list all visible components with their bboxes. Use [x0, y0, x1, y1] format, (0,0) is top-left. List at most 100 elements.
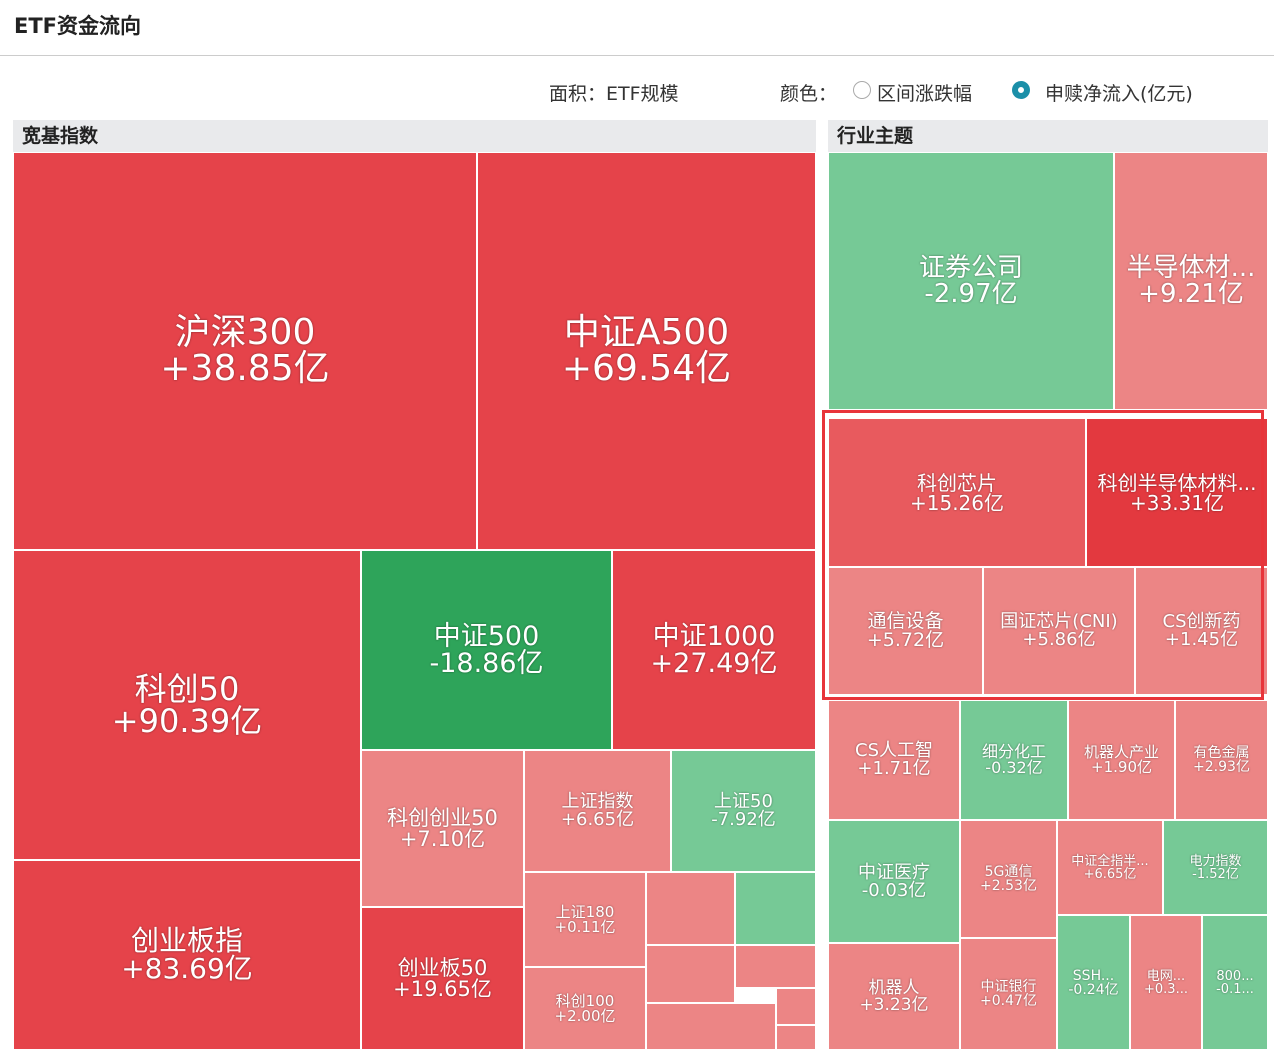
tile[interactable]: 国证芯片(CNI) +5.86亿	[983, 567, 1135, 695]
tile[interactable]	[646, 945, 735, 1003]
tile[interactable]	[646, 872, 735, 945]
tile-flow: +6.65亿	[1083, 866, 1137, 882]
tile-name: 5G通信	[984, 864, 1033, 880]
tile-flow: -0.1...	[1216, 981, 1254, 997]
tile-flow: +83.69亿	[121, 952, 253, 985]
tile-name: 中证银行	[980, 979, 1037, 995]
tile-flow: -7.92亿	[711, 809, 776, 830]
tile[interactable]: 中证500 -18.86亿	[361, 550, 612, 750]
tile[interactable]: 中证A500 +69.54亿	[477, 152, 816, 550]
tile-name: 通信设备	[867, 610, 944, 632]
tile[interactable]: SSH... -0.24亿	[1057, 915, 1130, 1050]
tile[interactable]: 细分化工 -0.32亿	[960, 700, 1068, 820]
tile-flow: +38.85亿	[160, 348, 330, 389]
tile[interactable]: 科创芯片 +15.26亿	[828, 418, 1086, 567]
tile-flow: +90.39亿	[111, 702, 263, 740]
radio[interactable]	[1012, 81, 1030, 99]
radio[interactable]	[853, 81, 871, 99]
tile[interactable]: 创业板50 +19.65亿	[361, 907, 524, 1050]
tile[interactable]: 科创创业50 +7.10亿	[361, 750, 524, 907]
tile-name: 上证180	[555, 902, 615, 921]
tile-flow: +9.21亿	[1138, 279, 1244, 309]
tile[interactable]	[735, 872, 816, 945]
tile[interactable]: 上证50 -7.92亿	[671, 750, 816, 872]
tile-name: 上证50	[714, 791, 773, 812]
tile[interactable]: 有色金属 +2.93亿	[1175, 700, 1268, 820]
tile[interactable]: CS创新药 +1.45亿	[1135, 567, 1268, 695]
highlight-box	[822, 410, 1264, 700]
tile-flow: +33.31亿	[1129, 490, 1224, 515]
tile-name: 有色金属	[1193, 745, 1250, 761]
tile-flow: +6.65亿	[560, 809, 635, 830]
tile[interactable]: 上证180 +0.11亿	[524, 872, 646, 967]
tile[interactable]: CS人工智 +1.71亿	[828, 700, 960, 820]
tile-flow: -0.03亿	[861, 879, 927, 901]
tile-name: 科创芯片	[917, 470, 997, 495]
tile[interactable]: 中证银行 +0.47亿	[960, 938, 1057, 1050]
tile-flow: +3.23亿	[859, 994, 929, 1015]
tile-name: SSH...	[1072, 967, 1115, 984]
tile-flow: +27.49亿	[650, 648, 778, 679]
tile-flow: +0.3...	[1144, 981, 1188, 997]
tile-name: 创业板指	[130, 924, 243, 957]
tile[interactable]: 800... -0.1...	[1202, 915, 1268, 1050]
tile[interactable]: 5G通信 +2.53亿	[960, 820, 1057, 938]
tile[interactable]: 半导体材... +9.21亿	[1114, 152, 1268, 410]
tile-name: 上证指数	[561, 791, 634, 812]
tile[interactable]: 机器人产业 +1.90亿	[1068, 700, 1175, 820]
tile-flow: +1.71亿	[857, 758, 931, 779]
tile-flow: +5.86亿	[1022, 629, 1096, 650]
panel-title: 宽基指数	[13, 120, 816, 152]
tile-name: 细分化工	[981, 742, 1046, 761]
tile-flow: +0.47亿	[980, 993, 1037, 1009]
tile-name: 国证芯片(CNI)	[1000, 611, 1118, 632]
tile-name: 机器人产业	[1083, 743, 1159, 761]
tile[interactable]: 电力指数 -1.52亿	[1163, 820, 1268, 915]
tile[interactable]	[776, 1025, 816, 1050]
tile-flow: +5.72亿	[866, 629, 945, 651]
divider	[0, 55, 1274, 56]
tile[interactable]: 证券公司 -2.97亿	[828, 152, 1114, 410]
tile-name: 800...	[1216, 968, 1254, 984]
tile-flow: +69.54亿	[561, 348, 732, 389]
tile[interactable]: 沪深300 +38.85亿	[13, 152, 477, 550]
tile-name: 机器人	[868, 977, 920, 998]
tile-name: 电力指数	[1189, 853, 1242, 869]
tile-name: 科创半导体材料...	[1097, 470, 1257, 495]
radio-label[interactable]: 区间涨跌幅	[877, 83, 973, 105]
tile[interactable]	[735, 945, 816, 988]
tile-name: 科创创业50	[387, 805, 498, 830]
tile-name: CS人工智	[855, 740, 933, 761]
tile-flow: +1.90亿	[1091, 758, 1152, 776]
tile[interactable]: 中证全指半... +6.65亿	[1057, 820, 1163, 915]
tile-flow: +19.65亿	[393, 976, 492, 1001]
tile-name: 科创50	[134, 670, 240, 708]
tile-name: 沪深300	[174, 312, 316, 353]
tile-flow: -2.97亿	[924, 279, 1018, 309]
tile[interactable]: 机器人 +3.23亿	[828, 943, 960, 1050]
tile[interactable]: 中证1000 +27.49亿	[612, 550, 816, 750]
radio-label[interactable]: 申赎净流入(亿元)	[1045, 83, 1193, 105]
tile[interactable]: 科创100 +2.00亿	[524, 967, 646, 1050]
tile-flow: +15.26亿	[909, 490, 1004, 515]
tile-name: 半导体材...	[1126, 253, 1256, 283]
tile[interactable]: 创业板指 +83.69亿	[13, 860, 361, 1050]
tile-name: 中证500	[433, 621, 540, 652]
tile-name: 创业板50	[397, 955, 488, 980]
tile-name: 科创100	[555, 991, 615, 1010]
tile[interactable]: 上证指数 +6.65亿	[524, 750, 671, 872]
tile-flow: +2.93亿	[1193, 759, 1250, 775]
tile-name: 电网...	[1146, 968, 1186, 984]
tile-name: 中证1000	[652, 621, 776, 652]
tile[interactable]: 中证医疗 -0.03亿	[828, 820, 960, 943]
tile[interactable]	[776, 988, 816, 1025]
tile-name: 证券公司	[918, 253, 1023, 283]
tile[interactable]: 科创半导体材料... +33.31亿	[1086, 418, 1268, 567]
tile-flow: +7.10亿	[399, 826, 486, 851]
tile[interactable]	[646, 1003, 776, 1050]
tile[interactable]: 电网... +0.3...	[1130, 915, 1202, 1050]
tile-flow: -0.32亿	[985, 758, 1043, 777]
tile[interactable]: 通信设备 +5.72亿	[828, 567, 983, 695]
tile[interactable]: 科创50 +90.39亿	[13, 550, 361, 860]
